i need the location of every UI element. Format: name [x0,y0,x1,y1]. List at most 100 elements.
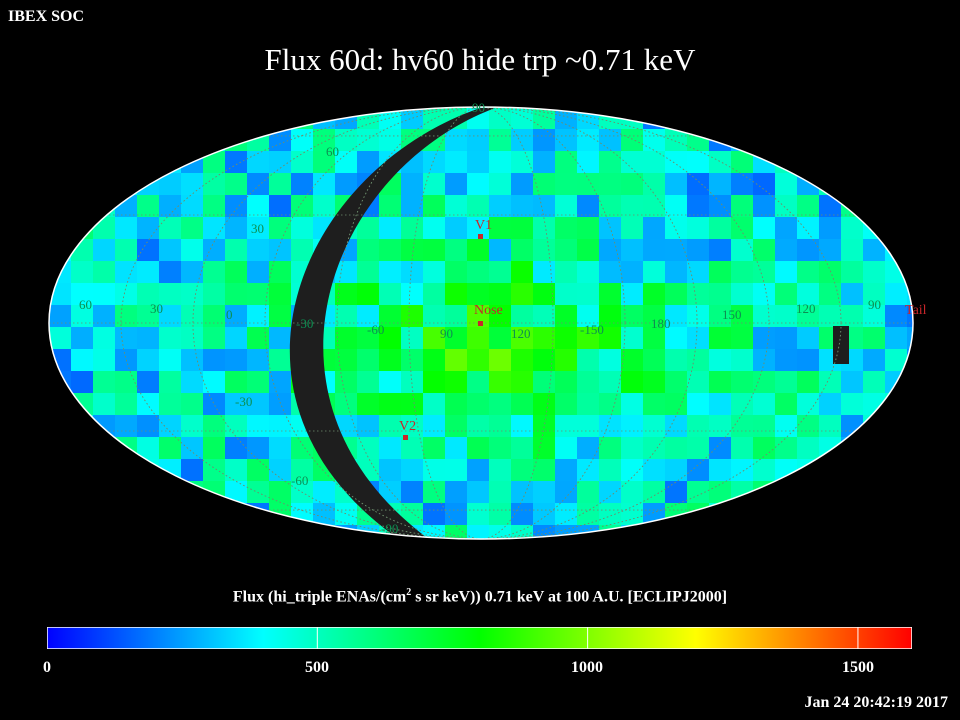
flux-cell [357,261,380,284]
flux-cell [445,217,468,240]
flux-cell [511,107,534,130]
flux-cell [621,525,644,539]
flux-cell [489,371,512,394]
flux-cell [401,459,424,482]
flux-cell [181,239,204,262]
flux-cell [907,239,913,262]
flux-cell [445,239,468,262]
flux-cell [467,437,490,460]
flux-cell [555,195,578,218]
flux-cell [423,327,446,350]
flux-cell [467,327,490,350]
flux-cell [181,371,204,394]
flux-cell [489,195,512,218]
flux-cell [137,371,160,394]
flux-cell [401,393,424,416]
flux-cell [577,327,600,350]
flux-cell [269,283,292,306]
flux-cell [71,371,94,394]
flux-cell [577,459,600,482]
flux-cell [863,283,886,306]
flux-cell [159,173,182,196]
flux-cell [247,459,270,482]
flux-cell [159,195,182,218]
flux-cell [687,173,710,196]
flux-cell [797,261,820,284]
flux-cell [71,283,94,306]
flux-cell [731,305,754,328]
flux-cell [291,217,314,240]
flux-cell [335,173,358,196]
flux-cell [665,481,688,504]
flux-cell [577,151,600,174]
flux-cell [643,371,666,394]
flux-cell [93,217,116,240]
flux-cell [181,283,204,306]
flux-cell [709,305,732,328]
flux-cell [687,481,710,504]
flux-cell [379,459,402,482]
lat-label: -90 [381,521,398,536]
flux-cell [511,481,534,504]
flux-cell [489,481,512,504]
flux-cell [841,283,864,306]
flux-cell [753,327,776,350]
flux-cell [137,261,160,284]
flux-cell [687,195,710,218]
flux-cell [621,195,644,218]
flux-cell [555,107,578,130]
flux-cell [115,393,138,416]
flux-cell [709,437,732,460]
flux-cell [357,393,380,416]
flux-cell [401,481,424,504]
flux-cell [533,173,556,196]
colorbar-tick-1000: 1000 [571,659,603,676]
flux-cell [225,481,248,504]
flux-cell [115,415,138,438]
colorbar-caption: Flux (hi_triple ENAs/(cm2 s sr keV)) 0.7… [0,587,960,606]
flux-cell [357,415,380,438]
flux-cell [247,173,270,196]
lat-label: 90 [472,100,485,115]
flux-cell [159,415,182,438]
flux-cell [291,151,314,174]
flux-cell [401,239,424,262]
flux-cell [445,283,468,306]
flux-cell [247,217,270,240]
flux-cell [379,371,402,394]
flux-cell [511,459,534,482]
flux-cell [797,393,820,416]
flux-cell [797,173,820,196]
flux-cell [643,393,666,416]
lon-label: 120 [511,326,531,341]
flux-cell [577,525,600,539]
flux-cell [709,151,732,174]
flux-cell [489,107,512,130]
flux-cell [423,261,446,284]
flux-cell [269,129,292,152]
flux-cell [797,415,820,438]
flux-cell [907,349,913,372]
flux-cell [203,393,226,416]
flux-cell [775,217,798,240]
flux-cell [247,371,270,394]
flux-cell [335,327,358,350]
flux-cell [621,371,644,394]
lat-label: -30 [235,394,252,409]
flux-cell [621,415,644,438]
flux-cell [115,217,138,240]
flux-cell [225,349,248,372]
flux-cell [731,349,754,372]
flux-cell [753,283,776,306]
flux-cell [533,217,556,240]
flux-cell [797,371,820,394]
caption-pre: Flux (hi_triple ENAs/(cm [232,588,407,606]
flux-cell [577,261,600,284]
flux-cell [533,305,556,328]
flux-cell [445,459,468,482]
flux-cell [159,481,182,504]
lon-label: 90 [868,297,881,312]
flux-cell [775,393,798,416]
flux-cell [709,217,732,240]
flux-cell [687,459,710,482]
